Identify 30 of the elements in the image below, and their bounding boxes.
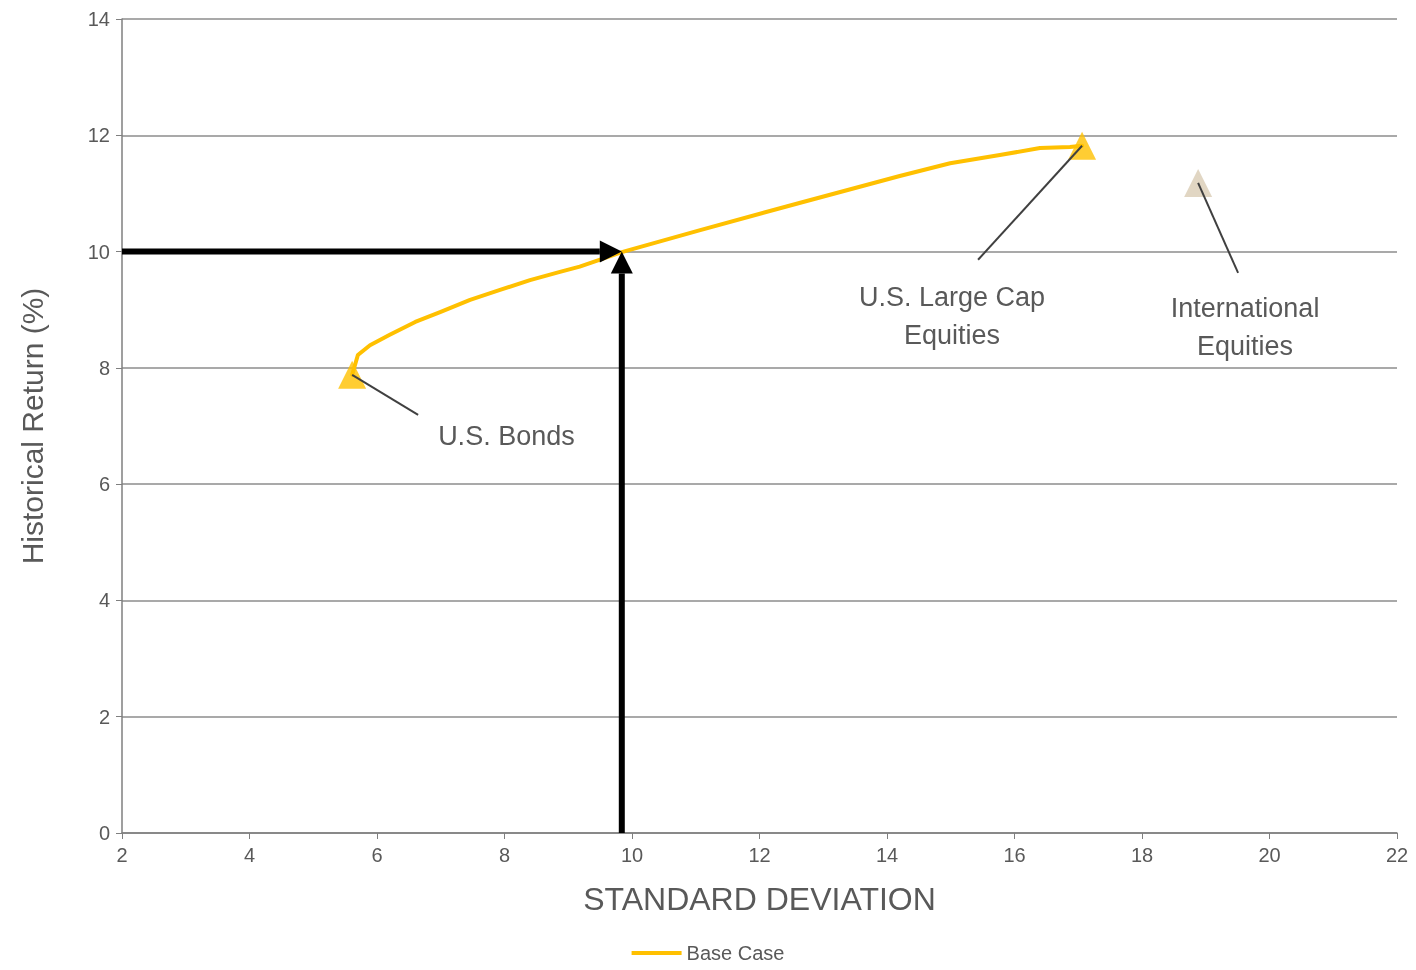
y-tick-label: 12 bbox=[87, 124, 110, 147]
y-tick-label: 4 bbox=[98, 589, 110, 612]
x-tick-label: 4 bbox=[243, 844, 256, 866]
annotation: U.S. Bonds bbox=[438, 420, 575, 451]
x-axis-title: STANDARD DEVIATION bbox=[583, 881, 936, 917]
point bbox=[338, 360, 367, 389]
y-tick-label: 14 bbox=[87, 8, 110, 30]
x-tick-label: 20 bbox=[1258, 844, 1281, 866]
callout: U.S. Bonds bbox=[351, 373, 575, 451]
y-tick-label: 0 bbox=[98, 822, 110, 844]
annotation: U.S. Large Cap Equities bbox=[859, 281, 1046, 350]
x-tick-label: 18 bbox=[1130, 844, 1154, 866]
y-tick-label: 2 bbox=[98, 705, 110, 728]
x-tick-label: 14 bbox=[875, 844, 899, 866]
annotation: International Equities bbox=[1170, 292, 1320, 361]
x-tick-label: 16 bbox=[1003, 844, 1026, 866]
point bbox=[1184, 168, 1213, 197]
y-axis-title: Historical Return (%) bbox=[15, 287, 49, 565]
x-tick-label: 10 bbox=[620, 844, 644, 866]
x-tick-label: 2 bbox=[116, 844, 128, 866]
x-tick-label: 12 bbox=[748, 844, 771, 866]
y-tick-label: 10 bbox=[87, 240, 110, 263]
x-tick-label: 8 bbox=[498, 844, 511, 866]
y-tick-label: 6 bbox=[98, 473, 110, 496]
x-tick-label: 6 bbox=[371, 844, 383, 866]
callout: International Equities bbox=[1170, 181, 1320, 361]
callout: U.S. Large Cap Equities bbox=[859, 144, 1084, 350]
x-tick-label: 22 bbox=[1385, 844, 1409, 866]
y-tick-label: 8 bbox=[98, 356, 110, 379]
legend-label: Base Case bbox=[686, 942, 785, 964]
